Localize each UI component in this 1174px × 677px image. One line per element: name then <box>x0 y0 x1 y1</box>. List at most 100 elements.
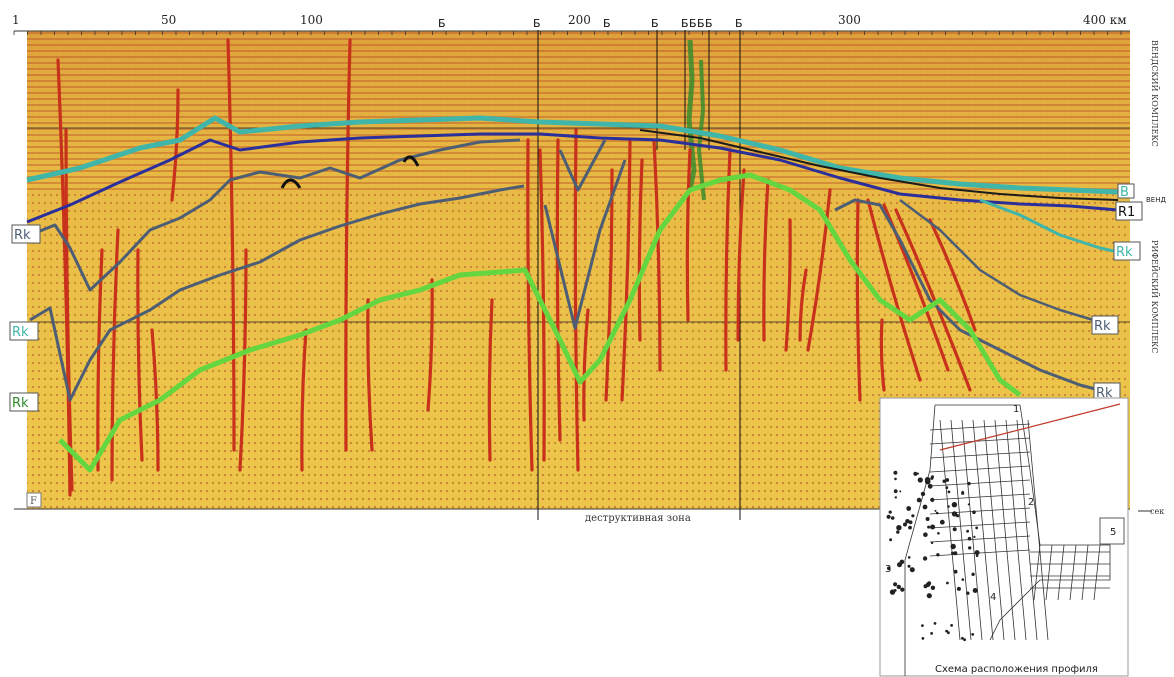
well-marker: Б <box>603 17 611 30</box>
well-marker: Б <box>697 17 705 30</box>
tick-label-300: 300 <box>838 13 861 27</box>
inset-well-dot <box>926 517 930 521</box>
inset-well-dot <box>968 537 972 541</box>
inset-well-dot <box>931 542 933 544</box>
inset-well-dot <box>894 478 897 481</box>
inset-well-dot <box>927 593 932 598</box>
inset-number: 3 <box>885 564 891 575</box>
inset-well-dot <box>907 520 909 522</box>
inset-well-dot <box>889 538 892 541</box>
inset-well-dot <box>908 556 911 559</box>
tag-rk-right-1: Rk <box>1116 245 1133 260</box>
inset-well-dot <box>918 477 923 482</box>
well-marker: Б <box>438 17 446 30</box>
inset-well-dot <box>936 512 939 515</box>
inset-well-dot <box>930 632 933 635</box>
inset-well-dot <box>934 622 937 625</box>
well-marker: Б <box>705 17 713 30</box>
tag-vend: ВЕНД <box>1146 196 1166 204</box>
inset-well-dot <box>927 526 930 529</box>
inset-well-dot <box>906 506 911 511</box>
inset-well-dot <box>975 550 980 555</box>
inset-well-dot <box>967 482 970 485</box>
inset-well-dot <box>952 502 957 507</box>
tick-label-50: 50 <box>161 13 176 27</box>
inset-well-dot <box>897 585 901 589</box>
inset-well-dot <box>963 638 966 641</box>
inset-well-dot <box>947 505 950 508</box>
inset-well-dot <box>928 484 933 489</box>
inset-number: 1 <box>1013 404 1019 415</box>
inset-well-dot <box>975 527 978 530</box>
tick-label-100: 100 <box>300 13 323 27</box>
inset-well-dot <box>961 492 964 495</box>
depth-unit: сек <box>1150 507 1164 516</box>
inset-well-dot <box>951 552 954 555</box>
inset-well-dot <box>971 573 974 576</box>
inset-map: 1 2 3 4 5 Схема расположения профиля <box>880 398 1128 676</box>
destructive-zone-label: деструктивная зона <box>585 513 691 524</box>
right-captions: ВЕНДСКИЙ КОМПЛЕКС РИФЕЙСКИЙ КОМПЛЕКС сек <box>1138 40 1164 516</box>
inset-well-dot <box>891 516 895 520</box>
inset-well-dot <box>962 578 965 581</box>
caption-riphean-complex: РИФЕЙСКИЙ КОМПЛЕКС <box>1150 240 1159 353</box>
inset-number: 5 <box>1110 527 1116 538</box>
tick-label-1: 1 <box>12 13 20 27</box>
inset-well-dot <box>936 553 939 556</box>
inset-well-dot <box>922 637 925 640</box>
well-marker: Б <box>651 17 659 30</box>
inset-well-dot <box>966 530 969 533</box>
inset-well-dot <box>931 586 935 590</box>
caption-vend-complex: ВЕНДСКИЙ КОМПЛЕКС <box>1150 40 1159 147</box>
tick-label-400: 400 км <box>1083 13 1127 27</box>
inset-well-dot <box>971 633 974 636</box>
inset-well-dot <box>923 556 927 560</box>
inset-well-dot <box>946 582 949 585</box>
inset-well-dot <box>972 510 976 514</box>
inset-well-dot <box>945 486 948 489</box>
inset-well-dot <box>973 588 978 593</box>
inset-well-dot <box>951 544 956 549</box>
inset-well-dot <box>930 477 933 480</box>
inset-well-dot <box>894 489 898 493</box>
corner-label: F <box>30 496 37 507</box>
inset-well-dot <box>952 511 957 516</box>
inset-well-dot <box>930 525 935 530</box>
inset-well-dot <box>908 526 912 530</box>
inset-well-dot <box>945 630 948 633</box>
inset-well-dot <box>897 562 902 567</box>
inset-well-dot <box>930 498 934 502</box>
tick-label-200: 200 <box>568 13 591 27</box>
inset-caption: Схема расположения профиля <box>935 664 1098 675</box>
tag-rk-left-3: Rk <box>12 396 29 411</box>
well-marker: Б <box>689 17 697 30</box>
inset-well-dot <box>917 473 919 475</box>
inset-well-dot <box>921 492 925 496</box>
inset-number: 4 <box>990 592 996 603</box>
inset-well-dot <box>968 546 971 549</box>
well-marker: Б <box>533 17 541 30</box>
tag-r1: R1 <box>1118 205 1135 220</box>
inset-well-dot <box>917 498 922 503</box>
inset-well-dot <box>976 554 979 557</box>
inset-well-dot <box>896 530 899 533</box>
inset-well-dot <box>910 567 915 572</box>
inset-number: 2 <box>1028 497 1034 508</box>
inset-well-dot <box>921 624 924 627</box>
inset-well-dot <box>894 589 897 592</box>
inset-well-dot <box>953 527 957 531</box>
inset-well-dot <box>954 570 958 574</box>
inset-well-dot <box>925 477 931 483</box>
inset-well-dot <box>973 536 975 538</box>
inset-well-dot <box>911 514 914 517</box>
inset-well-dot <box>948 491 951 494</box>
inset-well-dot <box>908 565 911 568</box>
well-marker: Б <box>681 17 689 30</box>
inset-well-dot <box>950 624 953 627</box>
inset-well-dot <box>909 520 913 524</box>
inset-well-dot <box>943 480 946 483</box>
inset-well-dot <box>924 584 928 588</box>
inset-well-dot <box>968 503 970 505</box>
inset-well-dot <box>923 532 928 537</box>
